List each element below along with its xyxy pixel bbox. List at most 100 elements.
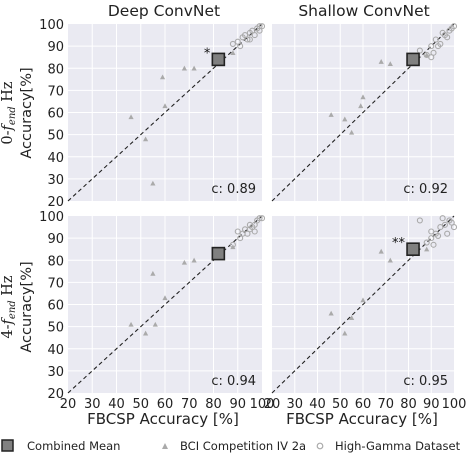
y-tick-label: 20 <box>47 195 64 210</box>
hg-point <box>237 235 244 242</box>
legend: Combined Mean BCI Competition IV 2a High… <box>1 439 461 453</box>
x-tick-label: 60 <box>355 397 372 412</box>
hg-point <box>432 36 439 43</box>
x-tick-label: 40 <box>309 397 326 412</box>
hg-point <box>430 241 437 248</box>
bci-point <box>143 136 149 142</box>
x-tick-label: 80 <box>400 397 417 412</box>
bci-point <box>191 257 197 263</box>
hg-point <box>234 228 241 235</box>
x-tick-label: 90 <box>229 397 246 412</box>
hg-point <box>444 34 451 41</box>
ylabel-top: Accuracy[%] <box>19 67 35 158</box>
x-tick-label: 50 <box>132 397 149 412</box>
bci-point <box>162 295 168 301</box>
x-tick-label: 100 <box>250 397 275 412</box>
y-tick-label: 30 <box>47 365 64 380</box>
y-tick-label: 80 <box>47 62 64 77</box>
bci-point <box>162 103 168 109</box>
x-tick-label: 50 <box>332 397 349 412</box>
hg-point <box>423 239 430 246</box>
y-tick-label: 60 <box>47 299 64 314</box>
hg-point <box>258 23 266 30</box>
hg-point <box>435 232 442 239</box>
svg-text:0-fend Hz: 0-fend Hz <box>0 81 18 145</box>
x-tick-label: 30 <box>286 397 303 412</box>
hg-point <box>441 221 448 228</box>
bci-point <box>360 94 366 100</box>
hg-point <box>437 40 444 47</box>
x-tick-label: 90 <box>423 397 440 412</box>
row-label-bottom-sub: end <box>7 300 18 319</box>
hg-point <box>229 40 236 47</box>
hg-point <box>244 36 251 43</box>
y-tick-label: 90 <box>47 40 64 55</box>
bci-point <box>159 74 166 80</box>
significance-marker: ** <box>392 236 406 251</box>
bci-point <box>152 321 158 327</box>
row-label-bottom-f: f <box>0 316 16 325</box>
legend-combined-mean-label: Combined Mean <box>27 439 120 453</box>
x-tick-label: 40 <box>108 397 125 412</box>
y-tick-label: 60 <box>47 107 64 122</box>
legend-bci-marker <box>162 443 168 449</box>
hg-point <box>256 27 263 34</box>
correlation-label: c: 0.89 <box>211 182 256 197</box>
hg-point <box>246 36 253 43</box>
significance-marker: * <box>204 46 211 61</box>
combined-mean-marker <box>211 246 226 261</box>
legend-bci-label: BCI Competition IV 2a <box>180 439 306 453</box>
hg-point <box>258 215 266 222</box>
hg-point <box>249 27 256 34</box>
hg-point <box>237 43 244 50</box>
bci-point <box>181 65 187 71</box>
y-tick-label: 40 <box>47 343 64 358</box>
bci-point <box>387 61 393 67</box>
y-tick-label: 100 <box>39 18 64 33</box>
legend-hg-label: High-Gamma Dataset <box>335 439 461 453</box>
hg-point <box>241 32 249 39</box>
x-tick-label: 70 <box>181 397 198 412</box>
hg-point <box>428 54 435 61</box>
hg-point <box>251 32 258 39</box>
x-tick-label: 30 <box>84 397 101 412</box>
hg-point <box>439 215 446 222</box>
row-label-bottom: 4-fend Hz <box>0 275 18 339</box>
row-label-top: 0-fend Hz <box>0 81 18 145</box>
panel-4: 20 30 40 50 60 70 80 90 100 ** c: 0.95 <box>264 215 466 412</box>
hg-point <box>450 224 458 231</box>
bci-point <box>342 116 348 122</box>
legend-combined-mean-marker <box>1 439 14 452</box>
svg-text:4-fend Hz: 4-fend Hz <box>0 275 18 339</box>
bci-point <box>387 257 393 263</box>
hg-point <box>256 23 263 30</box>
identity-line <box>67 23 263 202</box>
bci-point <box>358 103 364 109</box>
legend-hg-marker <box>316 442 324 450</box>
row-label-bottom-prefix: 4- <box>0 324 16 338</box>
hg-point <box>450 23 458 30</box>
xlabel-left: FBCSP Accuracy [%] <box>87 410 239 428</box>
ylabel-bottom: Accuracy[%] <box>19 261 35 352</box>
bci-point <box>150 180 156 186</box>
bci-point <box>328 112 334 117</box>
bci-point <box>378 248 384 254</box>
row-label-top-unit: Hz <box>0 81 16 106</box>
hg-point <box>416 217 423 224</box>
bci-point <box>424 246 430 252</box>
hg-point <box>251 228 258 235</box>
combined-mean-marker <box>406 52 420 67</box>
bci-point <box>150 270 156 276</box>
bci-point <box>424 52 430 58</box>
row-label-top-f: f <box>0 122 16 131</box>
x-tick-label: 80 <box>205 397 222 412</box>
correlation-label: c: 0.94 <box>211 374 256 389</box>
hg-point <box>428 43 435 50</box>
row-label-top-prefix: 0- <box>0 130 16 144</box>
y-tick-label: 80 <box>47 254 64 269</box>
identity-line <box>67 215 263 394</box>
hg-point <box>251 221 258 228</box>
hg-point <box>416 47 423 54</box>
bci-point <box>378 59 384 64</box>
